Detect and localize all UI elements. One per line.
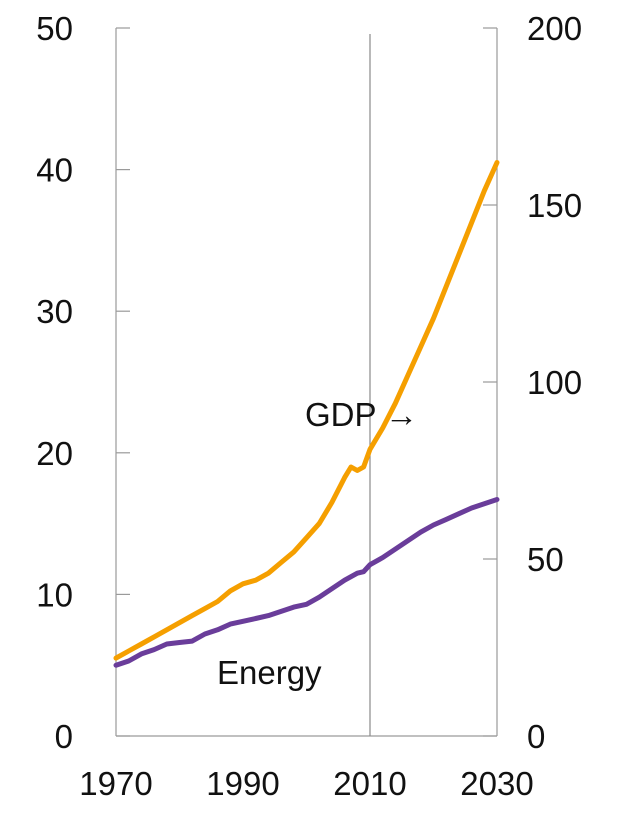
left-tick-label: 0 bbox=[55, 718, 73, 755]
right-tick-label: 200 bbox=[527, 10, 582, 47]
x-tick-label: 1990 bbox=[206, 765, 279, 802]
left-axis-ticks: 0 10 20 30 40 50 bbox=[36, 10, 130, 755]
left-tick-label: 50 bbox=[36, 10, 73, 47]
series-labels: GDP → Energy bbox=[217, 396, 418, 691]
left-tick-label: 10 bbox=[36, 576, 73, 613]
right-tick-label: 100 bbox=[527, 364, 582, 401]
x-tick-label: 1970 bbox=[79, 765, 152, 802]
gdp-label: GDP → bbox=[305, 396, 418, 433]
axes-lines bbox=[115, 28, 498, 737]
right-tick-label: 150 bbox=[527, 187, 582, 224]
series-line-gdp bbox=[113, 160, 500, 661]
right-tick-label: 0 bbox=[527, 718, 545, 755]
x-tick-label: 2010 bbox=[333, 765, 406, 802]
x-axis-ticks: 1970 1990 2010 2030 bbox=[79, 765, 533, 802]
energy-label: Energy bbox=[217, 654, 322, 691]
left-tick-label: 40 bbox=[36, 152, 73, 189]
x-tick-label: 2030 bbox=[460, 765, 533, 802]
left-tick-label: 20 bbox=[36, 435, 73, 472]
series-lines bbox=[113, 160, 500, 668]
right-axis-ticks: 0 50 100 150 200 bbox=[483, 10, 582, 755]
right-tick-label: 50 bbox=[527, 541, 564, 578]
series-line-energy bbox=[113, 497, 500, 668]
left-tick-label: 30 bbox=[36, 293, 73, 330]
